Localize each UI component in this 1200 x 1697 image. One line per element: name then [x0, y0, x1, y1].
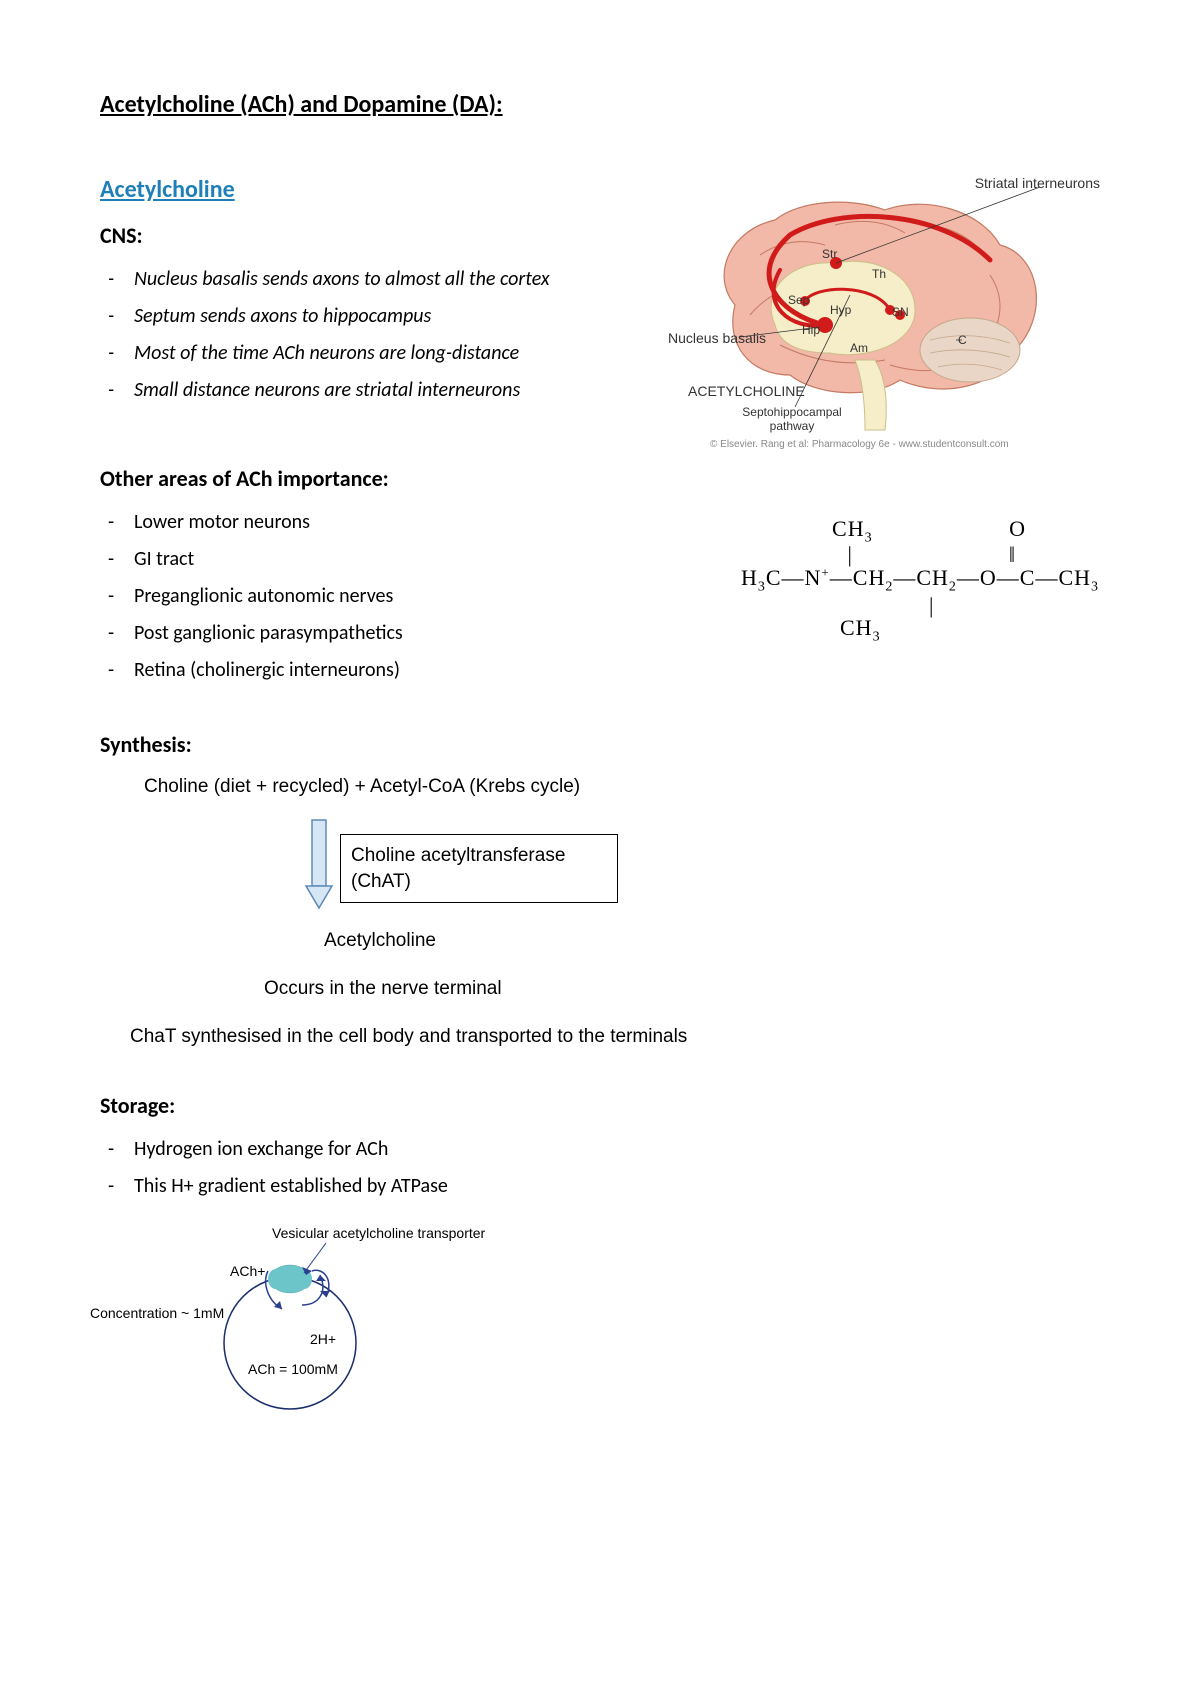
brain-diagram: Striatal interneurons Nucleus basalis AC… — [640, 175, 1100, 465]
enzyme-line-2: (ChAT) — [351, 871, 411, 892]
brain-svg — [640, 175, 1100, 465]
label-ach-in: ACh = 100mM — [248, 1361, 338, 1377]
label-ach-title: ACETYLCHOLINE — [688, 383, 805, 399]
label-c: C — [958, 333, 967, 347]
label-hyp: Hyp — [830, 303, 851, 317]
list-item: Small distance neurons are striatal inte… — [108, 372, 610, 409]
list-item: Nucleus basalis sends axons to almost al… — [108, 261, 610, 298]
down-arrow-icon — [304, 818, 334, 910]
enzyme-line-1: Choline acetyltransferase — [351, 845, 565, 866]
list-item: Most of the time ACh neurons are long-di… — [108, 335, 610, 372]
list-item: GI tract — [108, 541, 710, 578]
ach-cns-block: Acetylcholine CNS: Nucleus basalis sends… — [100, 175, 1100, 465]
synthesis-output: Acetylcholine — [324, 930, 1100, 952]
other-areas-block: Other areas of ACh importance: Lower mot… — [100, 465, 1100, 731]
chem-structure: CH3 O | ‖ H3C—N+—CH2—CH2—O—C—CH3 | CH3 — [740, 515, 1100, 646]
label-vat: Vesicular acetylcholine transporter — [272, 1225, 485, 1241]
chem-line: H3C—N+—CH2—CH2—O—C—CH3 — [740, 564, 1100, 596]
other-areas-subheading: Other areas of ACh importance: — [100, 465, 710, 492]
label-septohipp: Septohippocampal pathway — [722, 405, 862, 433]
label-sn: SN — [892, 305, 909, 319]
page-title: Acetylcholine (ACh) and Dopamine (DA): — [100, 90, 1100, 119]
chem-line: CH3 — [826, 614, 1100, 646]
other-areas-list: Lower motor neurons GI tract Preganglion… — [100, 504, 710, 689]
cns-list: Nucleus basalis sends axons to almost al… — [100, 261, 610, 409]
label-th: Th — [872, 267, 886, 281]
label-striatal: Striatal interneurons — [975, 175, 1100, 191]
synthesis-block: Choline (diet + recycled) + Acetyl-CoA (… — [144, 776, 1100, 1048]
list-item: Retina (cholinergic interneurons) — [108, 652, 710, 689]
label-conc-out: Concentration ~ 1mM — [90, 1305, 224, 1321]
label-nucleus-basalis: Nucleus basalis — [668, 330, 766, 346]
label-h2: 2H+ — [310, 1331, 336, 1347]
storage-list: Hydrogen ion exchange for ACh This H+ gr… — [100, 1131, 1100, 1205]
synthesis-subheading: Synthesis: — [100, 731, 1100, 758]
label-sep: Sep — [788, 293, 809, 307]
list-item: Hydrogen ion exchange for ACh — [108, 1131, 1100, 1168]
vesicle-svg — [90, 1223, 510, 1423]
label-str: Str — [822, 247, 837, 261]
label-ach-out: ACh+ — [230, 1263, 265, 1279]
cns-subheading: CNS: — [100, 222, 610, 249]
storage-subheading: Storage: — [100, 1092, 1100, 1119]
synthesis-note-2: ChaT synthesised in the cell body and tr… — [130, 1026, 1100, 1048]
list-item: This H+ gradient established by ATPase — [108, 1168, 1100, 1205]
synthesis-input: Choline (diet + recycled) + Acetyl-CoA (… — [144, 776, 1100, 798]
label-credit: © Elsevier. Rang et al: Pharmacology 6e … — [710, 439, 1009, 450]
list-item: Septum sends axons to hippocampus — [108, 298, 610, 335]
synthesis-note-1: Occurs in the nerve terminal — [264, 978, 1100, 1000]
label-am: Am — [850, 341, 868, 355]
label-hip: Hip — [802, 323, 820, 337]
list-item: Preganglionic autonomic nerves — [108, 578, 710, 615]
list-item: Lower motor neurons — [108, 504, 710, 541]
vesicle-diagram: Vesicular acetylcholine transporter ACh+… — [90, 1223, 510, 1423]
enzyme-box: Choline acetyltransferase (ChAT) — [340, 834, 618, 903]
acetylcholine-heading: Acetylcholine — [100, 175, 610, 204]
list-item: Post ganglionic parasympathetics — [108, 615, 710, 652]
